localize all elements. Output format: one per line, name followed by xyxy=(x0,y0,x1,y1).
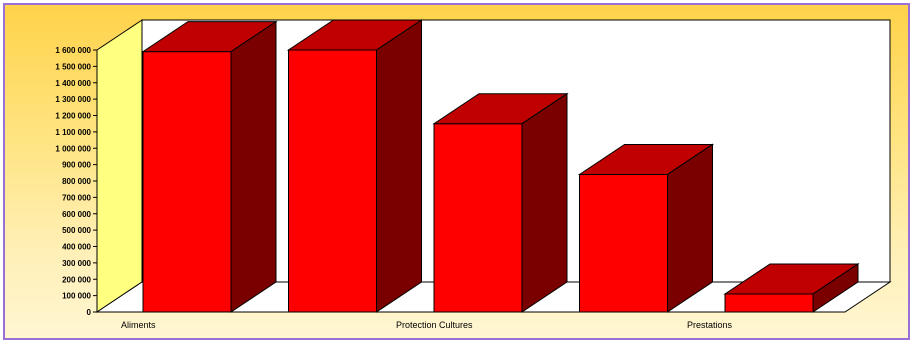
bar-side xyxy=(667,143,713,313)
bar-front xyxy=(724,293,814,313)
y-tick-label: 800 000 xyxy=(62,177,91,186)
y-tick-label: 200 000 xyxy=(62,275,91,284)
y-tick-label: 900 000 xyxy=(62,161,91,170)
y-tick-label: 300 000 xyxy=(62,259,91,268)
bar-side xyxy=(812,263,859,313)
y-tick-label: 1 200 000 xyxy=(55,112,91,121)
y-tick-label: 0 xyxy=(87,308,92,317)
bar-side xyxy=(230,20,277,313)
y-tick-label: 100 000 xyxy=(62,292,91,301)
y-tick-label: 500 000 xyxy=(62,226,91,235)
y-tick-label: 1 500 000 xyxy=(55,62,91,71)
y-tick-label: 1 600 000 xyxy=(55,46,91,55)
side-wall xyxy=(96,19,143,313)
x-category-label: Prestations xyxy=(687,320,733,330)
bar-front xyxy=(288,49,377,313)
y-tick-label: 400 000 xyxy=(62,243,91,252)
bar-front xyxy=(433,123,523,313)
y-tick-label: 1 100 000 xyxy=(55,128,91,137)
y-tick-label: 1 400 000 xyxy=(55,79,91,88)
y-tick-label: 1 300 000 xyxy=(55,95,91,104)
bar-front xyxy=(579,173,668,313)
bar-front xyxy=(142,51,232,313)
y-tick-label: 1 000 000 xyxy=(55,144,91,153)
bar-side xyxy=(376,19,422,313)
chart-frame: 0 100 000 200 000 300 000 400 000 500 000 600 … xyxy=(3,3,910,340)
bar-chart: 0 100 000 200 000 300 000 400 000 500 000 600 … xyxy=(55,19,892,330)
x-category-label: Aliments xyxy=(121,320,156,330)
bar-side xyxy=(521,92,568,313)
y-tick-label: 700 000 xyxy=(62,193,91,202)
x-category-label: Protection Cultures xyxy=(396,320,473,330)
y-tick-label: 600 000 xyxy=(62,210,91,219)
